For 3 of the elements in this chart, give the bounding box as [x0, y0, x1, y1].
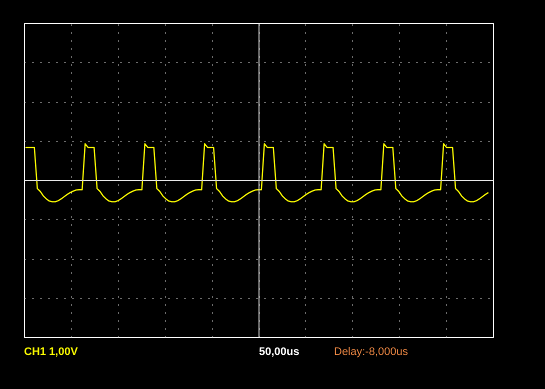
- text: CH1 1,00V: [24, 345, 78, 360]
- text: 50,00us: [259, 345, 300, 360]
- text: Delay:-8,000us: [334, 345, 408, 360]
